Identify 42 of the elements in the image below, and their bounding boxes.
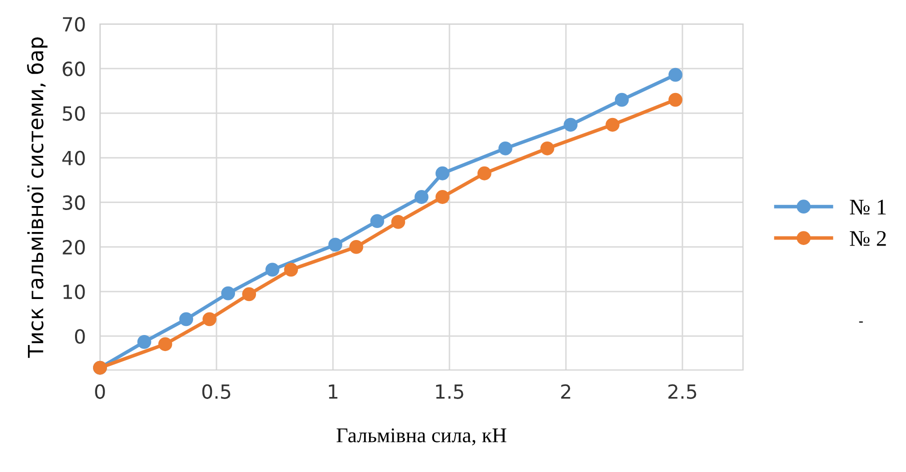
legend-label: № 1 (850, 200, 886, 214)
y-tick-label: 30 (62, 195, 85, 210)
point (564, 118, 578, 132)
y-tick-label: 10 (64, 284, 85, 300)
point (221, 286, 236, 300)
point (477, 166, 492, 180)
point (137, 334, 152, 349)
point (158, 337, 172, 352)
y-tick-label: 20 (62, 240, 85, 255)
point (265, 262, 280, 277)
point (391, 215, 406, 229)
legend-label: № 2 (850, 231, 886, 246)
y-tick-label: 50 (62, 106, 85, 121)
y-tick-label: 0 (75, 329, 85, 344)
point (202, 312, 216, 326)
point (414, 190, 428, 204)
y-tick-label: 70 (62, 16, 85, 32)
x-tick-label: 0.5 (202, 384, 230, 399)
y-tick-label: 40 (62, 150, 85, 166)
point (606, 118, 620, 132)
x-tick-label: 1 (328, 384, 338, 399)
point (668, 68, 682, 82)
x-tick-label: 1.5 (436, 384, 464, 399)
point (540, 141, 554, 156)
x-tick-label: 2.5 (668, 384, 696, 399)
point (498, 141, 512, 156)
point (436, 166, 450, 180)
point (242, 287, 256, 302)
x-axis-title: Гальмівна сила, кН (336, 428, 506, 446)
point (284, 262, 298, 277)
point (328, 238, 342, 252)
point (370, 214, 384, 228)
point (349, 240, 364, 254)
x-tick-label: 0 (95, 384, 105, 399)
point (668, 92, 682, 107)
point (436, 190, 450, 204)
text: - (859, 321, 863, 323)
y-axis-title: Тиск гальмівної системи, бар (26, 37, 48, 358)
x-tick-label: 2 (561, 384, 570, 399)
point (179, 312, 194, 326)
point (614, 92, 629, 107)
y-tick-label: 60 (62, 62, 85, 76)
